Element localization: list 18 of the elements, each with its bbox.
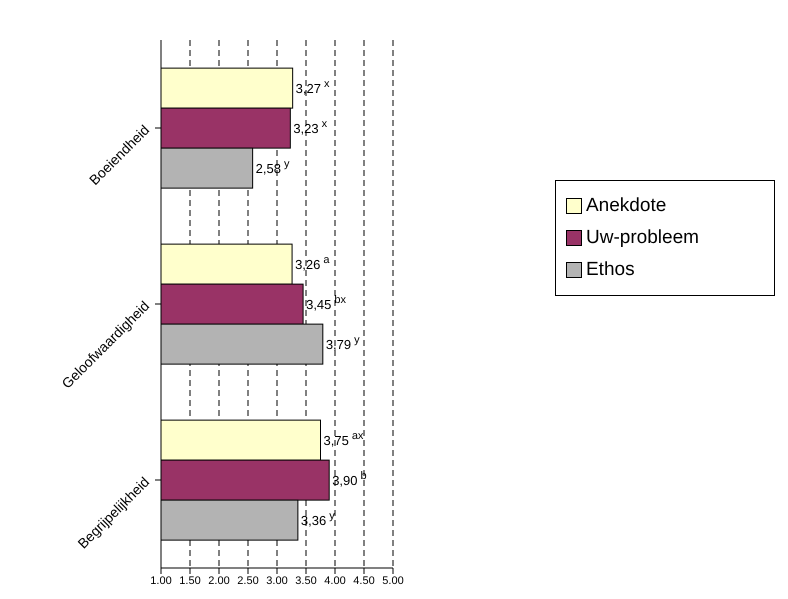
data-label: 3,26$^{a}$ [295,254,330,272]
data-label: 3,36$^{y}$ [300,510,336,528]
data-label: 3,27$^{x}$ [296,78,330,96]
x-tick-label: 1.00 [150,574,172,587]
x-tick-label: 4.50 [353,574,375,587]
x-tick-label: 1.50 [179,574,201,587]
data-label: 2,58$^{y}$ [256,158,290,176]
x-tick-label: 3.00 [266,574,288,587]
x-tick-label: 2.00 [208,574,230,587]
x-tick-label: 5.00 [382,574,404,587]
legend-label: Ethos [586,259,635,281]
legend-label: Anekdote [586,195,666,217]
x-tick-label: 3.50 [295,574,317,587]
x-tick-label: 2.50 [237,574,259,587]
data-label: 3,79$^{y}$ [326,334,360,352]
data-label: 3,75$^{ax}$ [324,430,364,448]
legend-label: Uw-probleem [586,227,699,249]
x-tick-label: 4.00 [324,574,346,587]
